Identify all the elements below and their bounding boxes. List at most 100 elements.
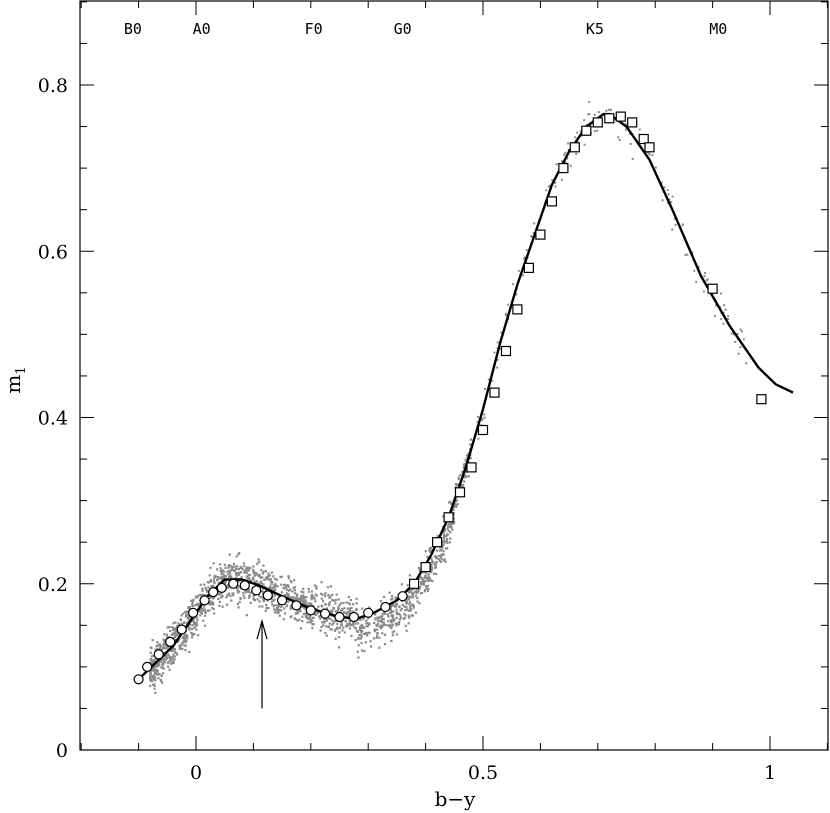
scatter-point xyxy=(455,504,458,507)
scatter-point xyxy=(262,600,265,603)
scatter-point xyxy=(390,610,393,613)
scatter-point xyxy=(566,157,569,160)
scatter-point xyxy=(344,619,347,623)
scatter-point xyxy=(226,570,229,573)
scatter-point xyxy=(684,253,687,256)
scatter-point xyxy=(236,587,239,590)
scatter-point xyxy=(421,578,424,581)
scatter-point xyxy=(311,616,314,619)
scatter-point xyxy=(176,640,179,643)
scatter-point xyxy=(346,611,349,614)
scatter-point xyxy=(260,582,263,585)
scatter-point xyxy=(162,643,165,646)
square-marker xyxy=(443,512,454,523)
scatter-point xyxy=(238,552,241,555)
scatter-point xyxy=(449,525,452,528)
scatter-point xyxy=(177,639,180,642)
scatter-point xyxy=(164,643,167,646)
scatter-point xyxy=(184,615,187,618)
scatter-point xyxy=(693,269,696,272)
square-marker xyxy=(500,345,512,357)
scatter-point xyxy=(373,630,377,633)
scatter-point xyxy=(156,641,159,644)
scatter-point xyxy=(424,571,428,574)
scatter-point xyxy=(359,629,363,632)
scatter-point xyxy=(169,629,172,633)
scatter-point xyxy=(403,612,406,616)
scatter-point xyxy=(378,636,381,639)
square-marker xyxy=(581,125,592,136)
scatter-point xyxy=(188,606,192,609)
scatter-point xyxy=(191,624,194,627)
scatter-point xyxy=(298,618,301,621)
scatter-point xyxy=(354,622,357,625)
scatter-point xyxy=(373,628,377,631)
square-marker xyxy=(489,387,500,398)
circle-marker xyxy=(305,605,316,616)
scatter-point xyxy=(301,601,305,604)
scatter-point xyxy=(206,581,209,584)
scatter-point xyxy=(249,566,252,569)
scatter-point xyxy=(337,598,340,601)
scatter-point xyxy=(168,656,171,659)
scatter-point xyxy=(405,600,408,603)
scatter-point xyxy=(207,586,210,589)
scatter-point xyxy=(154,665,157,668)
scatter-point xyxy=(302,591,305,594)
scatter-point xyxy=(248,596,251,599)
scatter-point xyxy=(236,603,239,606)
scatter-point xyxy=(351,603,355,606)
scatter-point xyxy=(331,619,334,622)
scatter-point xyxy=(668,198,671,201)
scatter-point xyxy=(150,655,154,658)
scatter-point xyxy=(439,546,442,549)
scatter-point xyxy=(420,577,423,580)
scatter-point xyxy=(381,612,384,615)
spectral-type-label: B0 xyxy=(124,20,142,38)
scatter-point xyxy=(245,591,248,594)
scatter-point xyxy=(210,585,213,588)
scatter-point xyxy=(292,597,295,601)
scatter-point xyxy=(220,571,223,574)
scatter-point xyxy=(308,617,311,620)
scatter-point xyxy=(217,597,220,600)
scatter-point xyxy=(407,614,410,617)
scatter-point xyxy=(447,529,450,532)
scatter-point xyxy=(163,640,166,643)
scatter-point xyxy=(217,592,220,595)
scatter-point xyxy=(241,568,244,571)
scatter-point xyxy=(651,154,654,157)
scatter-point xyxy=(273,608,276,611)
scatter-point xyxy=(170,625,173,629)
scatter-point xyxy=(579,130,582,133)
scatter-point xyxy=(496,341,499,344)
scatter-point xyxy=(262,583,265,586)
scatter-point xyxy=(398,618,401,621)
scatter-point xyxy=(324,594,327,598)
square-marker xyxy=(644,142,655,153)
scatter-point xyxy=(410,588,413,591)
scatter-point xyxy=(228,575,231,578)
scatter-point xyxy=(179,618,182,621)
scatter-point xyxy=(383,623,386,626)
scatter-point xyxy=(230,565,233,568)
scatter-point xyxy=(413,591,416,594)
circle-marker xyxy=(176,624,187,635)
scatter-point xyxy=(162,658,166,661)
scatter-point xyxy=(410,591,413,594)
scatter-point xyxy=(213,596,216,599)
scatter-point xyxy=(243,565,246,568)
scatter-point xyxy=(366,634,369,637)
scatter-point xyxy=(670,201,673,204)
circle-marker xyxy=(348,611,359,623)
scatter-point xyxy=(300,600,303,603)
scatter-point xyxy=(186,617,189,620)
scatter-point xyxy=(157,644,160,647)
scatter-point xyxy=(430,563,433,566)
circle-marker xyxy=(239,580,250,591)
scatter-point xyxy=(399,609,402,612)
scatter-point xyxy=(481,417,484,420)
scatter-point xyxy=(351,621,354,624)
scatter-point xyxy=(452,517,455,520)
scatter-point xyxy=(317,605,320,608)
